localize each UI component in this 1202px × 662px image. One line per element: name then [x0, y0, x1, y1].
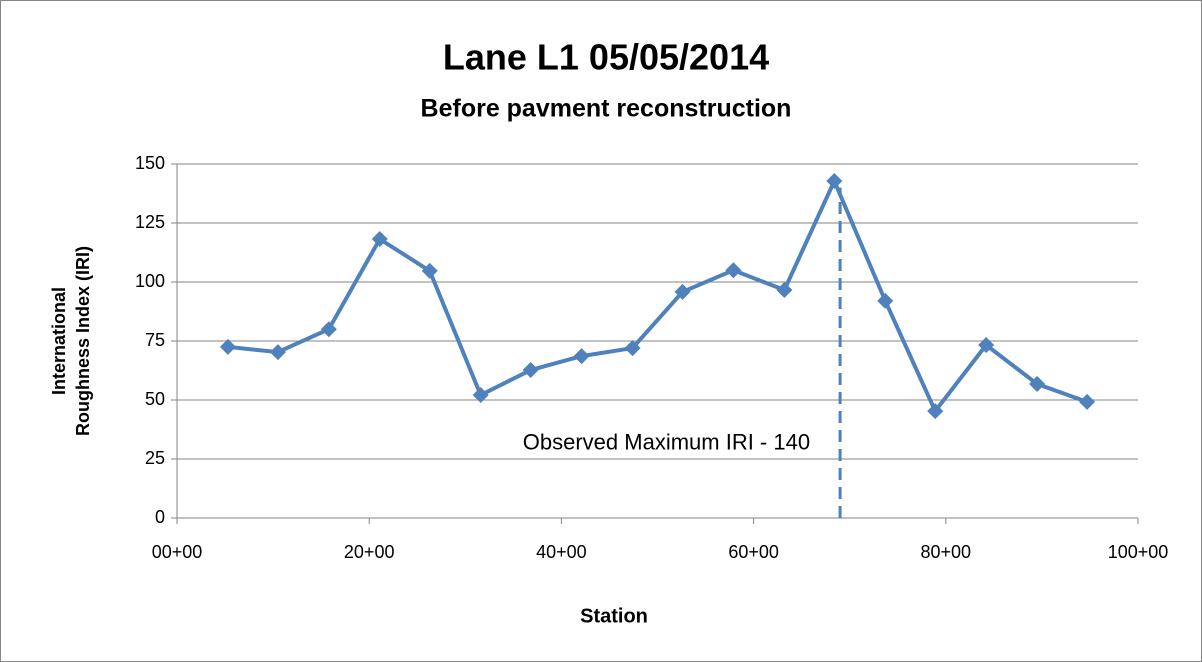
x-axis-title: Station	[580, 605, 648, 627]
y-tick-label: 25	[145, 448, 165, 468]
data-point	[1029, 375, 1046, 392]
series-line	[227, 178, 1088, 414]
y-tick-label: 125	[135, 212, 165, 232]
y-axis-title-line: Roughness Index (IRI)	[73, 246, 93, 436]
annotation: Observed Maximum IRI - 140	[523, 429, 810, 454]
y-tick-label: 75	[145, 330, 165, 350]
data-point	[776, 282, 793, 299]
y-tick-label: 50	[145, 389, 165, 409]
data-point	[472, 387, 489, 404]
data-point	[522, 362, 539, 379]
chart-title: Lane L1 05/05/2014	[443, 37, 769, 78]
data-point	[725, 262, 742, 279]
y-tick-label: 150	[135, 153, 165, 173]
data-point	[573, 348, 590, 365]
data-point	[674, 283, 691, 300]
data-point	[877, 292, 894, 309]
data-point	[371, 231, 388, 248]
x-tick-label: 20+00	[344, 542, 395, 562]
x-tick-label: 00+00	[152, 542, 203, 562]
data-point	[1079, 393, 1096, 410]
data-point	[624, 340, 641, 357]
chart-subtitle: Before pavment reconstruction	[421, 95, 792, 123]
data-point	[978, 337, 995, 354]
x-tick-label: 100+00	[1108, 542, 1169, 562]
y-axis-title-line: International	[49, 287, 69, 395]
data-point	[269, 344, 286, 361]
y-axis-title: International Roughness Index (IRI)	[49, 246, 93, 436]
x-tick-label: 80+00	[921, 542, 972, 562]
y-tick-label: 100	[135, 271, 165, 291]
data-point	[320, 321, 337, 338]
x-tick-label: 40+00	[536, 542, 587, 562]
data-point	[421, 262, 438, 279]
y-tick-label: 0	[155, 507, 165, 527]
data-point	[927, 403, 944, 420]
x-tick-label: 60+00	[728, 542, 779, 562]
data-point	[219, 338, 236, 355]
data-point	[826, 172, 843, 189]
